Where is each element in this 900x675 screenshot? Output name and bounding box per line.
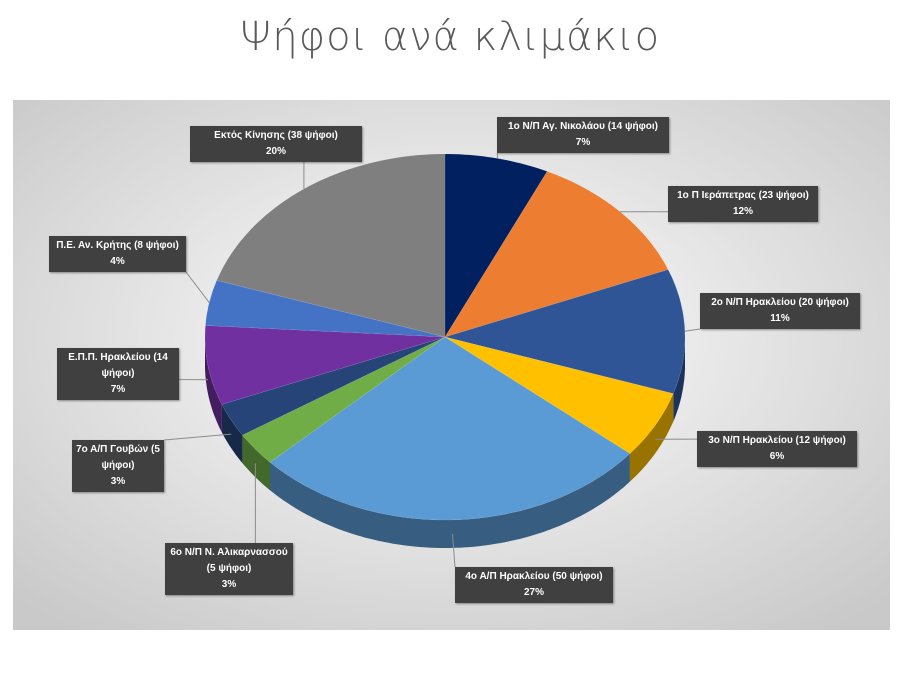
slice-side [205,337,222,433]
data-label: 2ο Ν/Π Ηρακλείου (20 ψήφοι) 11% [700,293,860,329]
label-category: 3ο Ν/Π Ηρακλείου (12 ψήφοι) [708,435,846,446]
label-category: 2ο Ν/Π Ηρακλείου (20 ψήφοι) [711,297,849,308]
slice-side [629,393,674,482]
data-label: 1ο Ν/Π Αγ. Νικολάου (14 ψήφοι) 7% [497,117,669,153]
slice-side [270,453,630,548]
label-value: 11% [770,313,790,324]
data-label: Εκτός Κίνησης (38 ψήφοι) 20% [190,126,362,162]
slice [444,336,674,454]
label-value: 4% [110,256,125,267]
data-label: 4ο Α/Π Ηρακλείου (50 ψήφοι) 27% [455,567,613,603]
label-value: 20% [265,146,286,157]
slice [444,269,686,394]
data-label: 6ο Ν/Π Ν. Αλικαρνασσού (5 ψήφοι) 3% [165,543,293,595]
label-category: Π.Ε. Αν. Κρήτης (8 ψήφοι) [56,240,179,251]
leader-line [163,433,232,441]
data-label: 3ο Ν/Π Ηρακλείου (12 ψήφοι) 6% [697,431,857,467]
label-value: 7% [110,384,126,395]
data-label: Ε.Π.Π. Ηρακλείου (14 ψήφοι) 7% [57,348,179,400]
label-value: 7% [575,137,591,148]
slice [269,336,631,521]
label-category: 4ο Α/Π Ηρακλείου (50 ψήφοι) [465,571,603,582]
slice [242,336,446,463]
slice-side [242,435,270,491]
label-value: 6% [769,451,785,462]
chart-title: Ψήφοι ανά κλιμάκιο [239,14,661,60]
label-category: 1ο Π Ιεράπετρας (23 ψήφοι) [677,190,809,201]
data-label: Π.Ε. Αν. Κρήτης (8 ψήφοι) 4% [49,236,186,272]
label-category: 1ο Ν/Π Αγ. Νικολάου (14 ψήφοι) [508,121,658,132]
leader-line [684,328,701,332]
label-value: 3% [221,579,237,590]
label-value: 12% [732,206,753,217]
label-category: Ε.Π.Π. Ηρακλείου (14 ψήφοι) [68,352,168,379]
label-value: 27% [523,587,544,598]
slice [216,153,446,338]
slice [204,325,446,405]
slice-side [673,337,685,422]
data-label: 7ο Α/Π Γουβών (5 ψήφοι) 3% [72,440,164,492]
leader-line [452,533,456,568]
label-category: 6ο Ν/Π Ν. Αλικαρνασσού (5 ψήφοι) [170,547,288,574]
label-category: Εκτός Κίνησης (38 ψήφοι) [214,130,338,141]
label-value: 3% [110,476,126,487]
slice-side [221,404,243,464]
leader-line [185,271,210,304]
slice [221,336,446,436]
label-category: 7ο Α/Π Γουβών (5 ψήφοι) [76,444,160,471]
data-label: 1ο Π Ιεράπετρας (23 ψήφοι) 12% [668,186,818,222]
